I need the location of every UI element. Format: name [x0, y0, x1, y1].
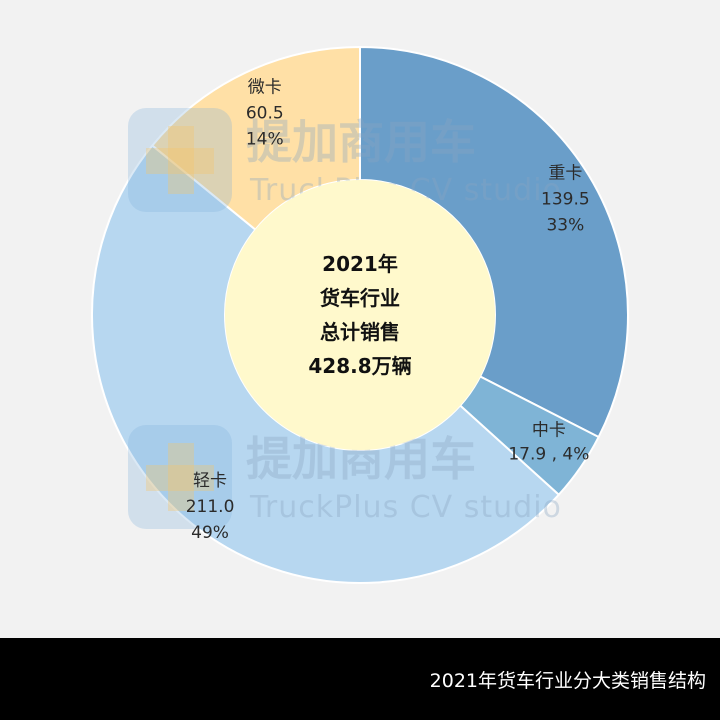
watermark-plus-icon	[146, 465, 214, 491]
slice-label-name: 轻卡	[193, 471, 227, 491]
slice-label-name: 中卡	[532, 420, 566, 440]
center-label-line: 428.8万辆	[308, 354, 411, 378]
watermark-plus-icon	[146, 148, 214, 174]
center-label-line: 2021年	[322, 252, 398, 276]
footer-bar: 2021年货车行业分大类销售结构	[0, 638, 720, 720]
watermark-logo-icon	[128, 108, 232, 212]
watermark-text-cn: 提加商用车	[246, 115, 476, 169]
slice-label-value: 139.5	[541, 189, 590, 209]
center-disc	[225, 180, 495, 450]
footer-caption: 2021年货车行业分大类销售结构	[429, 670, 706, 692]
slice-label-name: 重卡	[548, 163, 582, 183]
slice-label-value-percent: 17.9 , 4%	[508, 444, 589, 464]
watermark-logo-icon	[128, 425, 232, 529]
slice-label-value: 60.5	[246, 103, 284, 123]
slice-label-percent: 49%	[191, 523, 229, 543]
slice-labels: 重卡 139.5 33% 中卡 17.9 , 4% 轻卡 211.0 49% 微卡 60.5 14%	[186, 77, 590, 543]
watermark-plus-icon	[168, 126, 194, 194]
slices-group	[91, 45, 629, 584]
watermark-plus-icon	[168, 443, 194, 511]
watermark-text-en: TruckPlus CV studio	[249, 490, 562, 525]
slice-label-name: 微卡	[248, 77, 282, 97]
slice-label-value: 211.0	[186, 497, 235, 517]
slice-label-percent: 14%	[246, 129, 284, 149]
center-label-line: 货车行业	[320, 286, 400, 310]
slice-label-percent: 33%	[546, 215, 584, 235]
center-label-line: 总计销售	[320, 320, 400, 344]
